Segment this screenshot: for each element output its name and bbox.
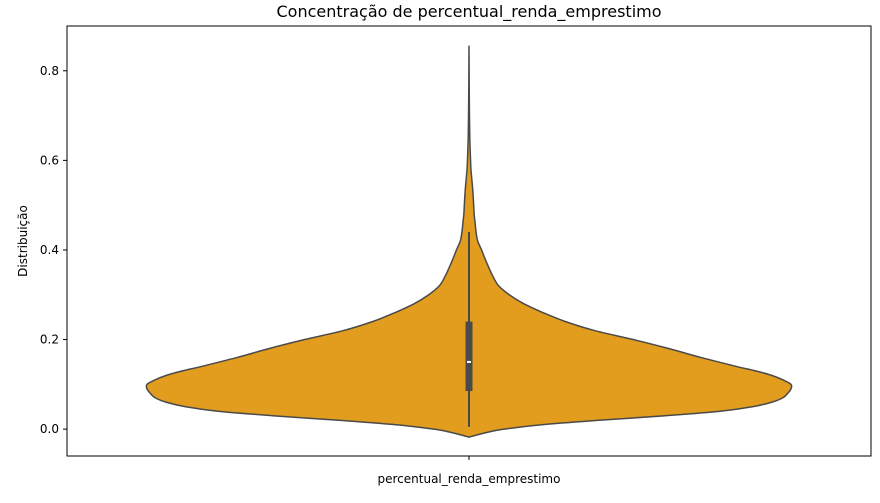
- y-axis: 0.0 0.2 0.4 0.6 0.8: [40, 64, 470, 460]
- iqr-box: [465, 321, 473, 392]
- y-tick-label: 0.0: [40, 422, 59, 436]
- chart-title: Concentração de percentual_renda_emprest…: [276, 2, 661, 22]
- y-tick-label: 0.6: [40, 153, 59, 167]
- y-axis-label: Distribuição: [16, 205, 30, 277]
- plot-area: [145, 45, 793, 438]
- y-tick-label: 0.8: [40, 64, 59, 78]
- y-tick-label: 0.4: [40, 243, 59, 257]
- y-tick-label: 0.2: [40, 333, 59, 347]
- x-axis-label: percentual_renda_emprestimo: [378, 472, 561, 486]
